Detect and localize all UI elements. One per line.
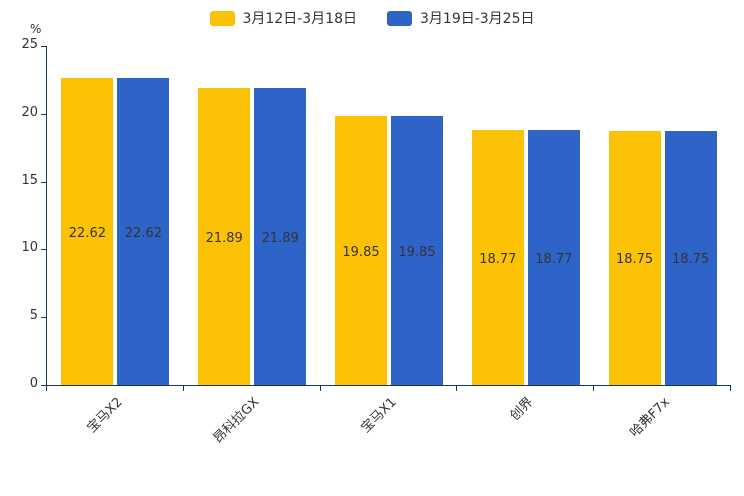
bar-value-label: 21.89 bbox=[205, 230, 243, 246]
x-tick-mark bbox=[46, 386, 47, 391]
bar-series1-cat1: 22.62 bbox=[61, 78, 114, 385]
y-tick-mark bbox=[41, 249, 46, 251]
bar-series1-cat4: 18.77 bbox=[471, 130, 524, 385]
bar-value-label: 18.75 bbox=[671, 252, 710, 267]
y-tick-label: 5 bbox=[29, 308, 38, 324]
x-tick-mark bbox=[319, 386, 321, 391]
y-tick-label: 0 bbox=[29, 376, 38, 391]
y-tick-mark bbox=[41, 181, 46, 183]
y-tick-label: 25 bbox=[21, 37, 38, 52]
x-category-label: 宝马X2 bbox=[84, 394, 126, 436]
bar-series2-cat4: 18.77 bbox=[527, 130, 580, 385]
x-category-label: 宝马X1 bbox=[358, 394, 400, 436]
bar-value-label: 21.89 bbox=[261, 230, 299, 246]
x-category-label: 哈弗F7x bbox=[627, 394, 674, 441]
legend-swatch-yellow bbox=[209, 10, 235, 26]
bar-series2-cat5: 18.75 bbox=[664, 131, 717, 385]
plot-area: 22.62 22.62 21.89 21.89 19.85 19.85 18.77 18.77… bbox=[46, 46, 731, 386]
bar-value-label: 22.62 bbox=[68, 225, 106, 241]
y-tick-mark bbox=[41, 385, 46, 386]
x-tick-mark bbox=[456, 386, 458, 391]
bar-value-label: 18.77 bbox=[535, 251, 573, 267]
bar-value-label: 19.85 bbox=[342, 244, 380, 260]
bar-value-label: 18.77 bbox=[479, 251, 517, 267]
bar-series2-cat2: 21.89 bbox=[254, 88, 307, 385]
bar-series2-cat3: 19.85 bbox=[391, 116, 443, 385]
legend-label-series1: 3月12日-3月18日 bbox=[242, 11, 358, 27]
x-tick-mark bbox=[730, 386, 731, 391]
y-tick-mark bbox=[41, 46, 46, 47]
x-category-label: 创界 bbox=[507, 394, 537, 424]
legend-item-series2[interactable]: 3月19日-3月25日 bbox=[387, 8, 535, 28]
y-tick-label: 20 bbox=[21, 104, 38, 120]
legend-item-series1[interactable]: 3月12日-3月18日 bbox=[209, 8, 358, 28]
x-category-label: 昂科拉GX bbox=[211, 394, 263, 447]
legend: 3月12日-3月18日 3月19日-3月25日 bbox=[0, 8, 744, 28]
bar-series1-cat3: 19.85 bbox=[335, 116, 387, 385]
bar-value-label: 18.75 bbox=[615, 252, 654, 267]
bar-series1-cat5: 18.75 bbox=[608, 131, 661, 385]
y-tick-mark bbox=[41, 317, 46, 319]
legend-swatch-blue bbox=[387, 10, 412, 26]
bar-value-label: 19.85 bbox=[398, 244, 436, 260]
x-tick-mark bbox=[593, 386, 595, 391]
y-tick-label: 15 bbox=[21, 172, 38, 188]
bar-series1-cat2: 21.89 bbox=[198, 88, 251, 385]
bar-value-label: 22.62 bbox=[124, 225, 162, 241]
legend-label-series2: 3月19日-3月25日 bbox=[420, 11, 535, 27]
bar-series2-cat1: 22.62 bbox=[117, 78, 170, 385]
y-tick-label: 10 bbox=[21, 240, 38, 256]
y-tick-mark bbox=[41, 113, 46, 115]
y-axis-unit-label: % bbox=[30, 22, 42, 36]
x-tick-mark bbox=[182, 386, 184, 391]
